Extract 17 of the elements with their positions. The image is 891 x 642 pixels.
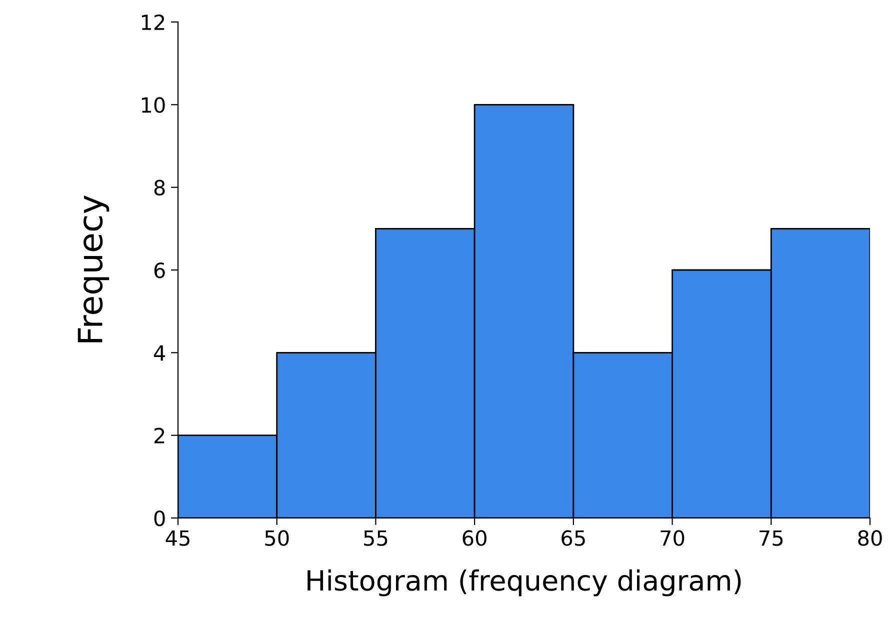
y-tick-label: 6 (154, 262, 165, 278)
x-tick-label: 45 (166, 530, 190, 546)
x-tick-label: 65 (562, 530, 585, 546)
y-tick-label: 4 (154, 345, 166, 361)
x-tick-label: 75 (760, 530, 783, 546)
y-tick-label: 10 (142, 97, 165, 113)
x-tick-label: 55 (364, 530, 388, 546)
x-tick-label: 60 (462, 530, 486, 546)
x-tick-label: 50 (265, 530, 289, 546)
x-tick-label: 80 (858, 530, 882, 546)
y-tick-label: 2 (154, 428, 164, 444)
y-tick-label: 8 (154, 180, 165, 196)
x-tick-label: 70 (660, 530, 684, 546)
x-axis-title: Histogram (frequency diagram) (308, 569, 741, 596)
y-tick-label: 12 (142, 14, 164, 30)
y-axis-title: Frequecy (78, 195, 110, 342)
y-tick-label: 0 (154, 510, 165, 526)
